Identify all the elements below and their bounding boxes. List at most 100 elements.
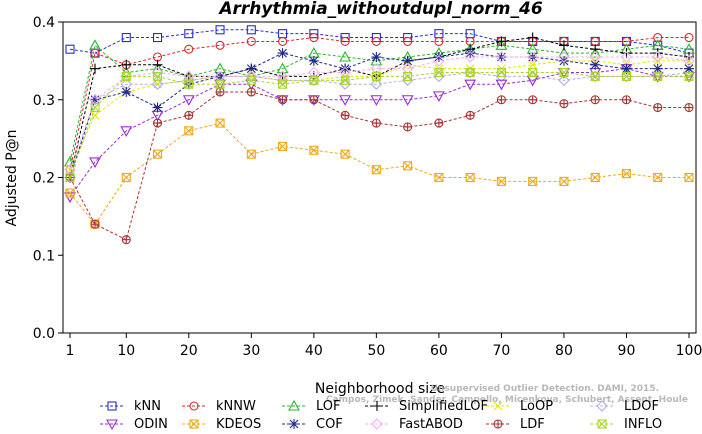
point-COF-35 (277, 48, 288, 59)
point-COF-30 (246, 63, 257, 74)
y-axis: 0.0 0.1 0.2 0.3 0.4 (33, 15, 63, 342)
legend: kNN kNNW LOF SimplifiedLOF LoOP LDOF ODIN KDEOS… (100, 399, 662, 432)
point-FastABOD-15 (151, 66, 164, 79)
point-INFLO-75 (528, 67, 538, 78)
point-kNNW-25 (215, 40, 225, 50)
point-INFLO-1 (65, 172, 75, 183)
point-INFLO-5 (90, 102, 100, 113)
point-KDEOS-20 (184, 126, 194, 136)
point-LOF-5 (89, 39, 101, 50)
point-LDF-25 (215, 87, 225, 97)
point-LDOF-15 (151, 78, 164, 90)
point-LDOF-45 (339, 78, 351, 90)
legend-marker-kNN (107, 401, 117, 411)
point-LoOP-5 (90, 110, 100, 120)
point-INFLO-35 (278, 79, 288, 89)
series-line-FastABOD (69, 56, 690, 170)
legend-item-LOF: LOF (282, 399, 341, 414)
point-LoOP-95 (653, 56, 663, 66)
series-INFLO (65, 67, 694, 183)
point-INFLO-20 (184, 79, 194, 89)
point-LOF-50 (370, 54, 383, 66)
point-FastABOD-55 (401, 62, 414, 75)
point-KDEOS-30 (246, 149, 256, 159)
point-LDOF-70 (495, 70, 508, 83)
point-kNNW-90 (621, 36, 632, 46)
legend-label-ODIN: ODIN (134, 417, 168, 432)
legend-marker-INFLO (597, 419, 607, 429)
point-INFLO-15 (152, 71, 163, 81)
point-FastABOD-45 (339, 66, 351, 79)
point-SimplifiedLOF-75 (527, 32, 538, 43)
point-LDF-55 (403, 122, 413, 132)
point-FastABOD-80 (558, 51, 570, 63)
legend-label-LDOF: LDOF (624, 399, 659, 414)
legend-label-kNNW: kNNW (216, 399, 256, 414)
point-FastABOD-50 (370, 62, 383, 75)
point-INFLO-100 (684, 71, 694, 81)
point-LDF-75 (528, 95, 538, 105)
point-INFLO-85 (590, 71, 600, 81)
point-SimplifiedLOF-70 (496, 36, 507, 47)
point-COF-5 (90, 94, 101, 105)
x-tick-label-20: 20 (180, 343, 198, 359)
point-KDEOS-90 (621, 169, 632, 179)
point-INFLO-95 (653, 71, 663, 81)
series-line-SimplifiedLOF (69, 37, 690, 178)
legend-item-SimplifiedLOF: SimplifiedLOF (365, 399, 488, 414)
series-line-LDOF (69, 72, 690, 178)
point-kNNW-50 (371, 36, 381, 46)
point-LDF-35 (278, 95, 288, 105)
point-INFLO-55 (403, 71, 413, 81)
x-tick-label-70: 70 (493, 343, 511, 359)
point-kNNW-35 (278, 36, 288, 46)
point-KDEOS-35 (278, 141, 288, 151)
point-FastABOD-60 (433, 55, 445, 67)
point-kNNW-45 (340, 36, 350, 46)
point-LDF-50 (371, 118, 381, 128)
point-LDF-70 (496, 95, 506, 105)
legend-marker-KDEOS (189, 419, 199, 429)
point-COF-65 (465, 48, 476, 59)
point-FastABOD-20 (183, 70, 195, 83)
point-KDEOS-50 (371, 165, 381, 175)
point-KDEOS-70 (496, 176, 506, 186)
point-FastABOD-85 (589, 51, 601, 63)
point-KDEOS-60 (434, 172, 444, 183)
legend-marker-LoOP (493, 401, 503, 411)
point-kNN-25 (215, 25, 225, 35)
legend-item-KDEOS: KDEOS (182, 417, 261, 432)
point-INFLO-90 (621, 71, 632, 81)
x-tick-label-50: 50 (367, 343, 385, 359)
point-INFLO-70 (496, 67, 506, 78)
point-kNNW-60 (434, 36, 444, 46)
point-LDF-95 (653, 102, 663, 113)
series-LDF (65, 87, 694, 245)
point-kNN-30 (246, 25, 256, 35)
point-kNNW-100 (684, 32, 694, 43)
point-LDOF-80 (558, 74, 570, 87)
point-LOF-85 (589, 46, 602, 58)
series-LOF (64, 39, 695, 167)
point-COF-80 (558, 55, 569, 66)
legend-item-FastABOD: FastABOD (365, 417, 463, 432)
point-FastABOD-65 (464, 51, 476, 63)
point-INFLO-40 (309, 75, 319, 85)
point-LDOF-100 (683, 66, 695, 79)
point-kNN-1 (65, 44, 75, 54)
x-axis-label: Neighborhood size (315, 381, 445, 397)
point-kNN-45 (340, 32, 350, 43)
credit-line-2: Campos, Zimek, Sander, Campello, Micenko… (326, 395, 688, 405)
point-COF-60 (433, 51, 444, 62)
point-LDOF-65 (464, 66, 476, 79)
point-LDOF-50 (370, 78, 383, 90)
series-line-kNNW (69, 37, 689, 170)
legend-label-INFLO: INFLO (624, 417, 662, 432)
point-KDEOS-85 (590, 172, 600, 183)
point-SimplifiedLOF-95 (652, 48, 663, 59)
point-kNNW-20 (184, 44, 194, 54)
point-kNNW-95 (653, 32, 663, 43)
point-COF-100 (684, 63, 694, 74)
point-kNN-20 (184, 29, 194, 39)
